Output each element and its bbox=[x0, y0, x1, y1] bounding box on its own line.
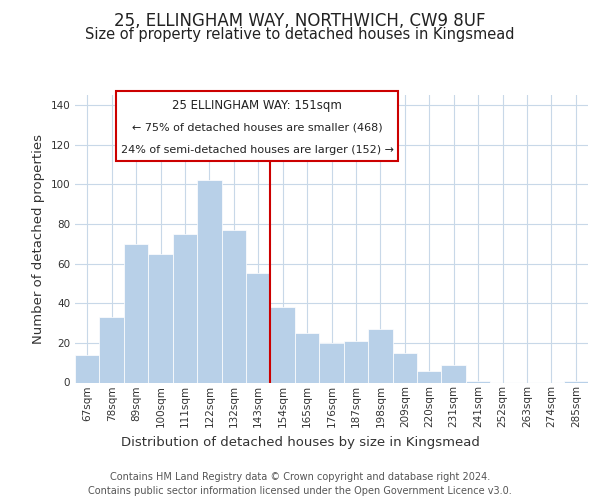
Bar bbox=[271, 307, 295, 382]
Bar bbox=[197, 180, 221, 382]
Bar bbox=[392, 353, 417, 382]
Bar bbox=[295, 333, 319, 382]
Bar bbox=[148, 254, 173, 382]
Text: 25 ELLINGHAM WAY: 151sqm: 25 ELLINGHAM WAY: 151sqm bbox=[172, 100, 342, 112]
FancyBboxPatch shape bbox=[116, 90, 398, 161]
Text: Contains HM Land Registry data © Crown copyright and database right 2024.: Contains HM Land Registry data © Crown c… bbox=[110, 472, 490, 482]
Bar bbox=[442, 364, 466, 382]
Bar bbox=[246, 274, 271, 382]
Bar bbox=[124, 244, 148, 382]
Bar bbox=[563, 380, 588, 382]
Text: 25, ELLINGHAM WAY, NORTHWICH, CW9 8UF: 25, ELLINGHAM WAY, NORTHWICH, CW9 8UF bbox=[114, 12, 486, 30]
Y-axis label: Number of detached properties: Number of detached properties bbox=[32, 134, 45, 344]
Text: Size of property relative to detached houses in Kingsmead: Size of property relative to detached ho… bbox=[85, 28, 515, 42]
Bar bbox=[319, 343, 344, 382]
Bar bbox=[173, 234, 197, 382]
Text: ← 75% of detached houses are smaller (468): ← 75% of detached houses are smaller (46… bbox=[132, 122, 382, 132]
Bar bbox=[466, 380, 490, 382]
Bar bbox=[221, 230, 246, 382]
Bar bbox=[75, 354, 100, 382]
Bar bbox=[344, 341, 368, 382]
Bar bbox=[417, 370, 442, 382]
Text: Distribution of detached houses by size in Kingsmead: Distribution of detached houses by size … bbox=[121, 436, 479, 449]
Text: Contains public sector information licensed under the Open Government Licence v3: Contains public sector information licen… bbox=[88, 486, 512, 496]
Bar bbox=[100, 317, 124, 382]
Text: 24% of semi-detached houses are larger (152) →: 24% of semi-detached houses are larger (… bbox=[121, 146, 394, 156]
Bar bbox=[368, 329, 392, 382]
